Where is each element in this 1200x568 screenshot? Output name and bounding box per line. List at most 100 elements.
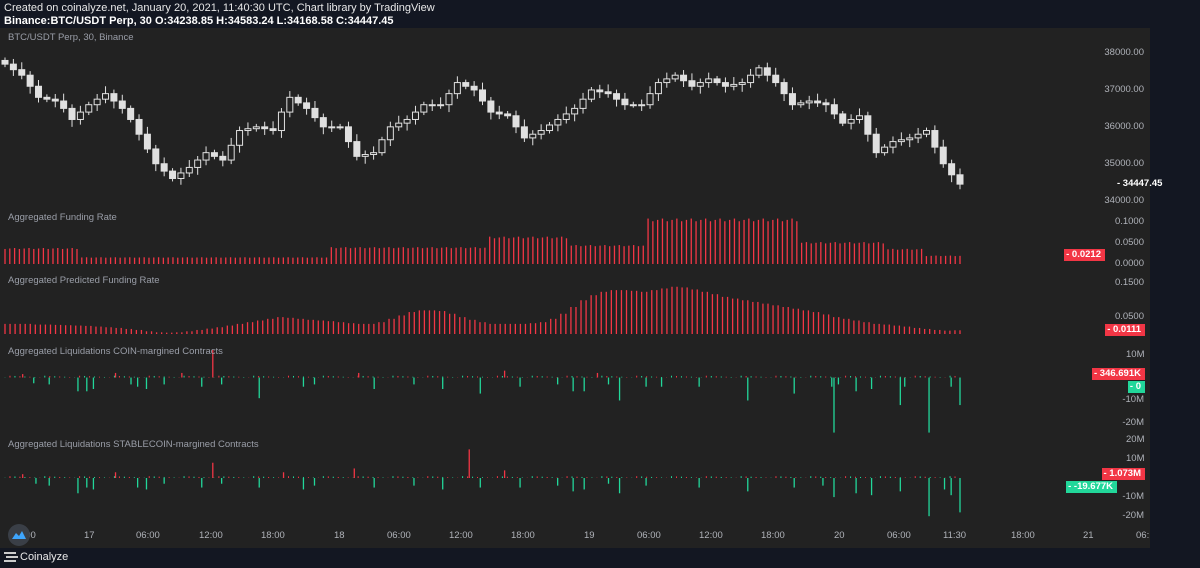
candle-body [353,141,361,157]
chart-canvas[interactable] [0,28,1152,548]
candle-body [470,85,478,91]
time-axis-tick: 17 [84,530,95,541]
candle-body [906,137,914,141]
candle-body [705,78,713,84]
time-axis-tick: 18:00 [761,530,785,541]
time-axis-tick: 18:00 [511,530,535,541]
candle-body [261,126,269,130]
time-axis-tick: 12:00 [449,530,473,541]
candle-body [169,170,177,179]
candle-body [1,59,9,65]
y-axis-tick: 37000.00 [1104,83,1144,95]
time-axis-tick: 12:00 [199,530,223,541]
candle-body [680,74,688,82]
candle-body [277,111,285,132]
candle-body [143,133,151,150]
y-axis-tick: -20M [1122,417,1144,429]
time-axis-tick: 21 [1083,530,1094,541]
candle-body [68,107,76,120]
time-axis-tick: 20 [834,530,845,541]
short-liq-badge: - -19.677K [1066,481,1117,493]
candle-body [303,102,311,109]
candle-body [671,74,679,80]
candle-body [579,98,587,109]
candle-body [127,107,135,120]
time-axis-tick: 11:30 [943,530,967,541]
coinalyze-logo-icon [4,552,18,562]
candle-body [336,126,344,129]
candle-body [738,82,746,85]
candle-body [872,133,880,154]
candle-body [135,118,143,135]
candle-body [529,133,537,139]
chart-panel[interactable]: BTC/USDT Perp, 30, Binance Aggregated Fu… [0,28,1162,548]
candle-body [847,118,855,124]
candle-body [897,139,905,143]
candle-body [93,98,101,106]
candle-body [663,78,671,84]
long-liq-badge: - 346.691K [1091,367,1145,380]
candle-body [780,82,788,95]
coinalyze-watermark-icon[interactable] [8,524,30,546]
y-axis-tick: 36000.00 [1104,120,1144,132]
last-price-label: - 34447.45 [1117,178,1163,190]
candle-body [294,96,302,104]
candle-body [839,113,847,124]
time-axis-tick: 18 [334,530,345,541]
footer-brand[interactable]: Coinalyze [4,551,68,563]
candle-body [437,104,445,107]
time-axis-tick: 18:00 [261,530,285,541]
candle-body [428,104,436,107]
candle-body [956,174,964,185]
candle-body [311,107,319,119]
y-axis-tick: 38000.00 [1104,47,1144,59]
candle-body [814,100,822,104]
candle-body [830,104,838,115]
candle-body [227,144,235,161]
candle-body [60,100,68,109]
candle-body [445,93,453,106]
candle-body [361,154,369,157]
y-axis-tick: 10M [1126,452,1145,464]
candle-body [788,93,796,106]
predicted-funding-pane-title: Aggregated Predicted Funding Rate [8,275,160,286]
y-axis-tick: -20M [1122,510,1144,522]
candle-body [621,98,629,106]
y-axis-tick: 0.0500 [1114,311,1144,323]
candle-body [537,130,545,135]
candle-body [948,163,956,176]
time-axis-tick: 06:00 [136,530,160,541]
time-axis-tick: 12:00 [699,530,723,541]
candle-body [370,152,378,156]
candle-body [889,141,897,148]
short-liq-badge: - 0 [1127,380,1145,393]
candle-body [730,83,738,87]
last-value-badge: - 0.0212 [1064,249,1105,262]
candle-body [512,115,520,128]
candle-body [495,111,503,115]
candle-body [43,96,51,100]
candle-body [152,148,160,165]
candle-body [118,100,126,109]
candle-body [403,118,411,124]
candle-body [194,159,202,168]
y-axis-tick: -10M [1122,394,1144,406]
funding-pane-title: Aggregated Funding Rate [8,212,117,223]
candle-body [922,130,930,135]
candle-body [504,113,512,117]
price-pane-title: BTC/USDT Perp, 30, Binance [8,32,134,43]
candle-body [646,93,654,106]
candle-body [638,104,646,107]
candle-body [378,139,386,154]
y-axis-tick: 34000.00 [1104,194,1144,206]
candle-body [688,80,696,87]
candle-body [411,111,419,120]
candle-body [420,104,428,113]
candle-body [236,130,244,146]
stable-liq-pane-title: Aggregated Liquidations STABLECOIN-margi… [8,439,259,450]
ohlc-legend: Binance:BTC/USDT Perp, 30 O:34238.85 H:3… [4,15,394,27]
candle-body [286,96,294,113]
candle-body [805,100,813,104]
last-value-badge: - 0.0111 [1105,324,1145,337]
candle-body [160,163,168,172]
